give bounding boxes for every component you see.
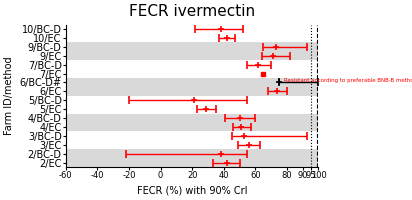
Title: FECR ivermectin: FECR ivermectin (129, 4, 255, 19)
Bar (66, 87, 318, 96)
Bar (66, 51, 318, 60)
Bar (66, 149, 318, 158)
Bar (66, 78, 318, 87)
Bar (66, 114, 318, 123)
Bar (66, 123, 318, 131)
Bar (66, 42, 318, 51)
X-axis label: FECR (%) with 90% CrI: FECR (%) with 90% CrI (137, 186, 248, 196)
Bar (66, 158, 318, 167)
Y-axis label: Farm ID/method: Farm ID/method (4, 56, 14, 135)
Text: Resistant according to preferable BNB-B method: Resistant according to preferable BNB-B … (284, 78, 412, 83)
